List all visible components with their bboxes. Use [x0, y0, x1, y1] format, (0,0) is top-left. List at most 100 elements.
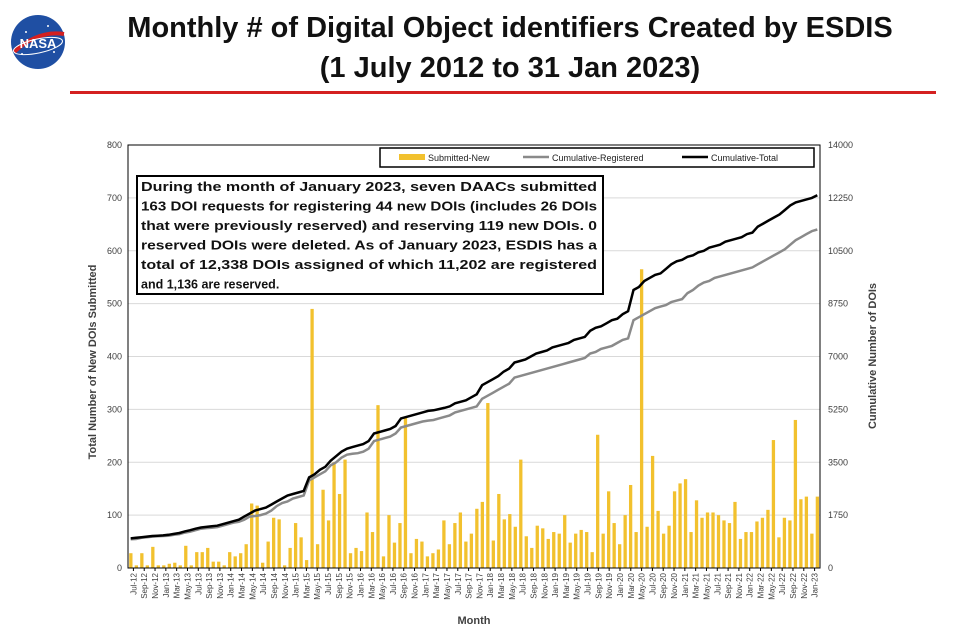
bar-submitted — [771, 440, 776, 568]
bar-submitted — [513, 526, 517, 568]
x-tick-label: Jul-20 — [648, 572, 657, 594]
right-tick-label: 1750 — [828, 510, 848, 520]
right-tick-label: 5250 — [828, 404, 848, 414]
slide-header: NASA Monthly # of Digital Object identif… — [0, 0, 955, 96]
x-tick-label: Mar-22 — [757, 572, 766, 598]
bar-submitted — [425, 556, 430, 568]
bar-submitted — [661, 533, 666, 568]
bar-submitted — [228, 552, 232, 568]
bar-submitted — [804, 496, 809, 568]
bar-submitted — [277, 519, 281, 568]
x-tick-label: Mar-16 — [367, 572, 376, 598]
bar-submitted — [700, 517, 704, 568]
bar-submitted — [162, 565, 166, 568]
bar-submitted — [370, 532, 375, 568]
left-axis-ticks: 0 100 200 300 400 500 600 700 800 — [107, 140, 122, 573]
bar-submitted — [233, 556, 237, 568]
bar-submitted — [140, 553, 144, 568]
x-tick-label: Nov-14 — [281, 572, 290, 598]
bar-submitted — [376, 405, 380, 568]
legend-swatch-submitted — [399, 154, 425, 160]
left-tick-label: 600 — [107, 246, 122, 256]
bar-submitted — [541, 528, 545, 568]
bars-submitted-new — [129, 269, 820, 568]
x-tick-label: May-15 — [313, 572, 322, 599]
bar-submitted — [145, 565, 149, 568]
bar-submitted — [799, 499, 803, 568]
bar-submitted — [546, 538, 550, 568]
left-tick-label: 0 — [117, 563, 122, 573]
bar-submitted — [365, 512, 369, 568]
left-tick-label: 200 — [107, 457, 122, 467]
bar-submitted — [381, 556, 386, 568]
bar-submitted — [733, 501, 737, 568]
line-cumulative-registered — [130, 228, 818, 541]
bar-submitted — [475, 508, 479, 568]
bar-submitted — [431, 553, 435, 568]
x-tick-label: Jan-13 — [162, 572, 171, 597]
x-tick-label: Jul-16 — [389, 572, 398, 594]
legend: Submitted-New Cumulative-Registered Cumu… — [379, 147, 815, 168]
bar-submitted — [738, 538, 743, 568]
bar-submitted — [409, 553, 413, 568]
bar-submitted — [683, 479, 688, 568]
x-tick-label: Jul-21 — [713, 572, 722, 594]
bar-submitted — [563, 515, 567, 568]
plot-frame — [127, 144, 821, 569]
x-tick-label: Jan-16 — [357, 572, 366, 597]
bar-submitted — [705, 512, 710, 568]
bar-submitted — [810, 533, 814, 568]
annotation-line: that were previously reserved) and reser… — [141, 219, 597, 233]
x-tick-label: Jul-14 — [259, 572, 268, 594]
x-tick-label: Sep-19 — [594, 572, 603, 598]
bar-submitted — [618, 544, 622, 568]
bar-submitted — [211, 561, 215, 568]
x-tick-label: Nov-19 — [605, 572, 614, 598]
left-tick-label: 800 — [107, 140, 122, 150]
x-tick-label: Jan-18 — [486, 572, 495, 597]
bar-submitted — [667, 525, 671, 568]
x-tick-label: Mar-15 — [302, 572, 311, 598]
bar-submitted — [497, 493, 501, 568]
x-tick-label: Nov-16 — [411, 572, 420, 598]
bar-submitted — [282, 565, 287, 568]
bar-submitted — [744, 532, 748, 568]
bar-submitted — [716, 515, 721, 568]
bar-submitted — [557, 533, 561, 568]
bar-submitted — [354, 547, 358, 568]
bar-submitted — [766, 509, 770, 568]
x-tick-label: Jul-15 — [324, 572, 333, 594]
bar-submitted — [596, 434, 600, 568]
x-tick-label: Mar-21 — [692, 572, 701, 598]
bar-submitted — [590, 552, 594, 568]
bar-submitted — [178, 565, 182, 568]
bar-submitted — [217, 561, 221, 568]
x-tick-label: Nov-17 — [475, 572, 484, 598]
x-tick-label: Sep-20 — [659, 572, 668, 598]
left-tick-label: 400 — [107, 352, 122, 362]
bar-submitted — [639, 269, 644, 568]
legend-label-total: Cumulative-Total — [711, 153, 778, 163]
x-tick-label: Mar-17 — [432, 572, 441, 598]
x-tick-label: May-16 — [378, 572, 387, 599]
cumulative-lines — [130, 194, 818, 541]
bar-submitted — [782, 517, 787, 568]
bar-submitted — [628, 484, 633, 568]
bar-submitted — [129, 553, 133, 568]
bar-submitted — [727, 523, 732, 568]
annotation-line: reserved DOIs were deleted. As of Januar… — [141, 239, 598, 253]
x-tick-label: Jan-15 — [292, 572, 301, 597]
x-tick-label: Nov-18 — [540, 572, 549, 598]
x-tick-label: Mar-13 — [173, 572, 182, 598]
left-tick-label: 700 — [107, 193, 122, 203]
left-tick-label: 300 — [107, 404, 122, 414]
bar-submitted — [749, 532, 754, 568]
x-tick-label: May-19 — [573, 572, 582, 599]
bar-submitted — [420, 541, 424, 568]
legend-label-registered: Cumulative-Registered — [552, 153, 644, 163]
bar-submitted — [645, 526, 649, 568]
bar-submitted — [574, 533, 578, 568]
bar-submitted — [453, 523, 457, 568]
x-tick-label: Jul-18 — [519, 572, 528, 594]
bar-submitted — [788, 520, 792, 568]
